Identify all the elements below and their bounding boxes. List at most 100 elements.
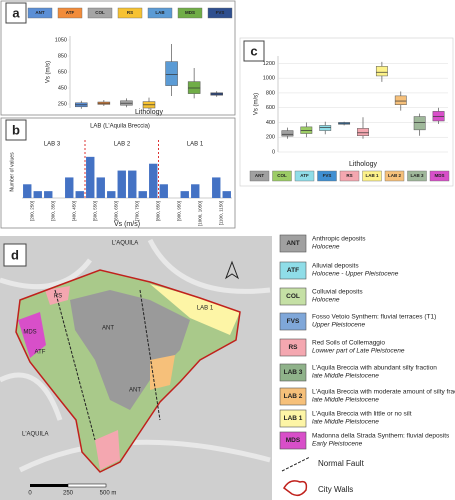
legend-label: LAB — [155, 10, 165, 15]
y-tick-label: 1000 — [263, 76, 275, 82]
unit-label: MDS — [23, 330, 36, 336]
legend-title: Madonna della Strada Synthem: fluvial de… — [312, 433, 450, 440]
bar — [149, 163, 158, 198]
chart-title: LAB (L'Aquila Breccia) — [90, 124, 150, 130]
walls-symbol — [283, 480, 308, 497]
legend-title: L'Aquila Breccia with abundant silty fra… — [312, 365, 437, 372]
legend-swatch — [272, 170, 292, 182]
x-tick-label: [200, 250] — [30, 201, 35, 221]
legend-swatch — [27, 7, 53, 19]
panel-label-box — [3, 243, 27, 267]
legend-label: City Walls — [318, 485, 353, 494]
legend-swatch — [87, 7, 113, 19]
x-tick-label: [1100, 1150] — [219, 201, 224, 225]
legend-subtitle: Lowwer part of Late Pleistocene — [312, 348, 405, 355]
group-label: LAB 2 — [114, 142, 131, 148]
y-tick-label: 450 — [58, 85, 67, 91]
legend-chip — [279, 363, 307, 382]
legend-swatch — [407, 170, 427, 182]
bar — [159, 184, 168, 198]
panel-label-box — [5, 2, 27, 24]
scale-bar — [67, 483, 107, 488]
legend-chip — [279, 409, 307, 428]
box — [375, 66, 388, 77]
scale-label: 250 — [63, 491, 74, 497]
legend-chip — [279, 338, 307, 357]
group-label: LAB 1 — [187, 142, 204, 148]
geology-area — [95, 430, 120, 470]
scale-label: 0 — [28, 491, 32, 497]
bar — [86, 156, 95, 198]
legend-label: COL — [95, 10, 105, 15]
box — [165, 61, 178, 86]
legend-subtitle: late Middle Pleistocene — [312, 373, 379, 380]
bar — [33, 191, 42, 198]
map: d L'AQUILA L'AQUILA ANT LAB 1 RS MDS ATF… — [0, 236, 272, 500]
legend-swatch — [362, 170, 382, 182]
unit-label: ANT — [129, 388, 141, 394]
y-tick-label: 400 — [266, 120, 275, 126]
legend-subtitle: late Middle Pleistocene — [312, 397, 379, 404]
x-tick-label: [800, 850] — [156, 201, 161, 221]
bar — [222, 191, 231, 198]
box — [187, 81, 201, 94]
legend-code: LAB 2 — [284, 393, 303, 400]
group-label: LAB 3 — [44, 142, 61, 148]
scale-label: 500 m — [100, 491, 117, 497]
legend-label: MDS — [185, 10, 195, 15]
panel-label: a — [12, 5, 20, 20]
place-label: L'AQUILA — [22, 432, 49, 438]
legend-chip — [279, 261, 307, 280]
bar — [96, 177, 105, 198]
y-tick-label: 650 — [58, 69, 67, 75]
panel-label: d — [11, 247, 19, 262]
box — [394, 95, 407, 105]
legend-label: ATF — [66, 10, 75, 15]
legend-title: L'Aquila Breccia with moderate amount of… — [312, 389, 455, 396]
bar — [138, 191, 147, 198]
legend-swatch — [339, 170, 360, 182]
x-axis-label: Lithology — [349, 161, 378, 168]
bar — [212, 177, 221, 198]
legend-swatch — [384, 170, 405, 182]
bar — [44, 191, 53, 198]
legend-swatch — [147, 7, 173, 19]
geology-area — [45, 286, 70, 305]
legend-label: FVS — [216, 10, 225, 15]
unit-label: LAB 1 — [197, 306, 214, 312]
bar — [107, 191, 116, 198]
y-tick-label: 0 — [272, 149, 275, 155]
legend-title: Alluvial deposits — [312, 263, 359, 270]
panel-label-box — [243, 40, 265, 62]
panel-c-frame — [239, 37, 454, 187]
legend-swatch — [249, 170, 270, 182]
legend-swatch — [177, 7, 203, 19]
legend-label: RS — [127, 10, 133, 15]
panel-a-frame — [0, 0, 236, 116]
bar — [128, 170, 137, 198]
box — [300, 126, 313, 134]
fault — [139, 289, 161, 421]
box — [281, 130, 294, 137]
north-arrow — [224, 260, 240, 280]
legend-swatch — [317, 170, 337, 182]
legend-chip — [279, 234, 307, 253]
legend-code: RS — [288, 344, 298, 351]
legend-title: Colluvial deposits — [312, 289, 363, 296]
y-tick-label: 600 — [266, 105, 275, 111]
legend-subtitle: Holocene — [312, 244, 340, 251]
y-tick-label: 200 — [266, 135, 275, 141]
panel-label-box — [5, 119, 27, 141]
y-tick-label: 1050 — [55, 37, 67, 43]
legend-label: ANT — [255, 173, 264, 178]
legend-label: COL — [277, 173, 287, 178]
fault-symbol — [281, 456, 311, 472]
unit-label: ANT — [102, 326, 114, 332]
y-tick-label: 1200 — [263, 61, 275, 67]
bar — [117, 170, 126, 198]
x-tick-label: [600, 650] — [114, 201, 119, 221]
y-tick-label: 850 — [58, 53, 67, 59]
legend-chip — [279, 287, 307, 306]
box — [432, 111, 445, 122]
legend-swatch — [429, 170, 450, 182]
